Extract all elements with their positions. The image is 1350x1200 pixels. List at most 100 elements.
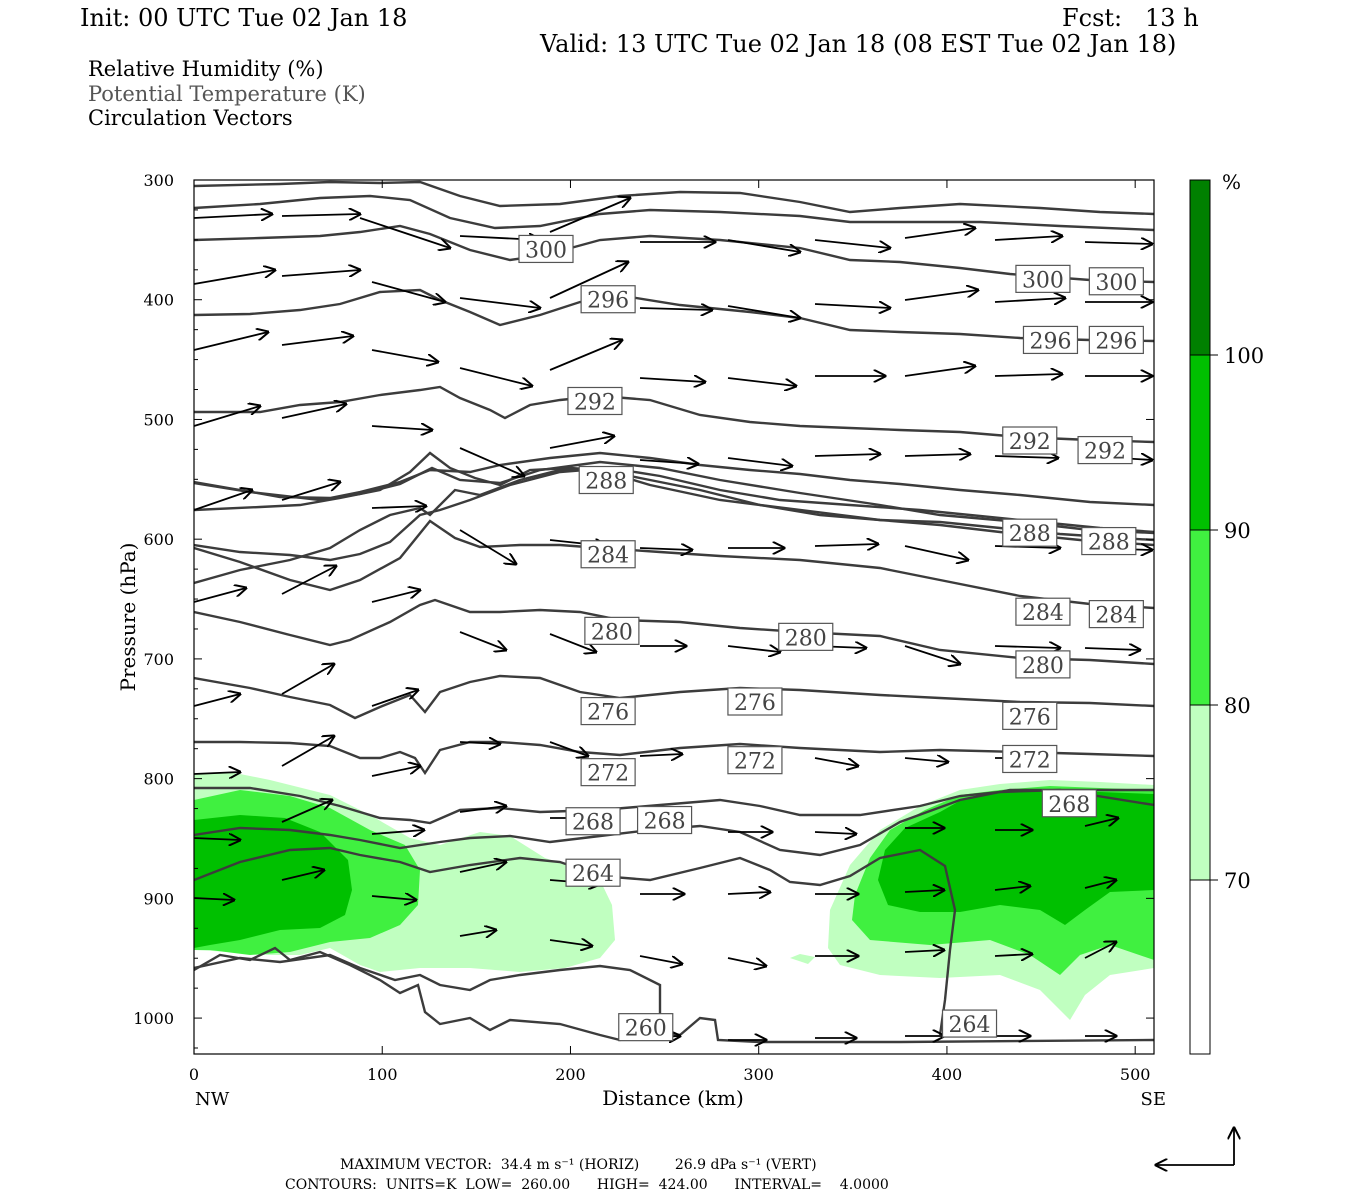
contour-label-text: 268 [1048,793,1090,818]
vector-arrow [549,633,596,652]
contour-label: 288 [578,465,634,495]
vector-arrow [814,304,890,308]
contour-label: 260 [618,1013,674,1042]
vector-arrow [371,896,416,900]
y-tick-label: 600 [143,530,174,549]
x-end-label-left: NW [195,1089,230,1110]
reference-vector [1156,1128,1234,1165]
vector-arrow [639,378,705,382]
theta-contour-276 [194,674,1154,720]
contour-label: 272 [580,758,636,787]
vector-arrow [994,456,1058,458]
valid-time: Valid: 13 UTC Tue 02 Jan 18 (08 EST Tue … [540,30,1177,58]
contour-label: 288 [1081,526,1137,556]
vector-arrow [193,772,240,774]
vector-arrow [281,566,336,595]
vector-arrow [371,830,424,834]
vector-arrow [814,832,856,834]
x-axis: 0 100 200 300 400 500 [189,180,1151,1084]
x-tick-label: 200 [555,1065,586,1084]
forecast-hour: Fcst: 13 h [1062,4,1199,32]
vector-arrow [904,758,948,762]
vector-arrow [727,957,766,966]
vector-arrow [727,646,780,652]
vector-arrow [371,281,445,302]
vector-arrow [371,506,426,508]
vector-arrow [281,214,360,216]
contour-label: 296 [1022,325,1079,354]
vector-arrow [281,736,334,767]
contour-labels: 300 300 300 296 296 296 292 292 292 288 288 288 284 2… [518,234,1144,1042]
contour-label-text: 284 [1022,601,1064,626]
contour-label: 280 [1015,650,1071,679]
plot-frame [193,179,1155,1055]
vector-arrow [281,404,346,419]
contour-label: 264 [941,1009,998,1038]
theta-contour-280 [194,466,1154,562]
contour-label-text: 276 [734,691,776,716]
vector-arrow [549,741,588,756]
y-axis: 300 400 500 600 700 800 900 1000 [133,171,1154,1049]
colorbar-90 [1190,355,1210,530]
vector-arrow [459,631,506,650]
vector-arrow [639,548,692,550]
theta-contours [194,180,1154,1044]
contour-label-text: 300 [1022,268,1064,293]
vector-arrow [549,340,622,371]
vector-arrow [281,664,334,695]
colorbar-100 [1190,180,1210,355]
contour-label: 284 [580,540,636,569]
vector-arrow [1084,818,1118,827]
contour-label-text: 284 [587,544,629,569]
x-axis-title: Distance (km) [602,1086,744,1110]
contour-label-text: 272 [734,750,776,775]
vector-arrow [994,886,1030,890]
theta-contour-262 [194,953,662,1040]
contour-label: 276 [1002,701,1058,730]
colorbar-unit: % [1222,170,1241,194]
contour-label: 292 [1077,435,1133,465]
colorbar-80 [1190,530,1210,705]
contour-label: 280 [778,622,834,651]
contour-label: 296 [1088,325,1144,354]
vector-arrow [904,366,975,377]
vector-arrow [371,690,418,707]
max-vector-note: MAXIMUM VECTOR: 34.4 m s⁻¹ (HORIZ) 26.9 … [340,1157,817,1173]
vector-arrow [549,436,614,449]
vector-arrow [1084,880,1116,888]
contour-label-text: 300 [1095,271,1137,296]
vector-arrow [639,460,698,464]
vector-arrow [727,377,796,386]
vector-arrow [281,336,353,346]
vector-arrow [727,305,800,318]
vector-arrow [459,297,540,308]
vector-arrow [814,454,880,456]
y-tick-label: 1000 [133,1009,174,1028]
y-tick-label: 400 [143,291,174,310]
contour-label-text: 300 [525,238,567,263]
contour-label-text: 288 [1088,531,1130,556]
contours-note: CONTOURS: UNITS=K LOW= 260.00 HIGH= 424.… [285,1177,889,1193]
x-tick-label: 400 [932,1065,963,1084]
vector-arrow [904,228,975,239]
contour-label-text: 292 [574,390,616,415]
theta-contour-302 [194,194,1154,232]
vector-arrow [814,239,890,248]
contour-label-text: 296 [1029,329,1071,354]
y-axis-title: Pressure (hPa) [116,543,140,692]
contour-label: 276 [727,687,783,716]
rh-70-region-small [790,954,815,964]
vector-arrow [281,870,324,881]
colorbar-70 [1190,705,1210,880]
x-end-label-right: SE [1141,1089,1166,1110]
contour-label: 268 [1041,789,1097,818]
legend-theta: Potential Temperature (K) [88,82,366,106]
colorbar-below [1190,880,1210,1054]
contour-label-text: 280 [591,620,633,645]
vector-arrow [994,298,1065,302]
x-tick-label: 300 [743,1065,774,1084]
contour-label: 296 [580,285,636,314]
vector-arrow [639,754,682,756]
x-tick-label: 500 [1120,1065,1151,1084]
vector-arrow [193,694,240,707]
